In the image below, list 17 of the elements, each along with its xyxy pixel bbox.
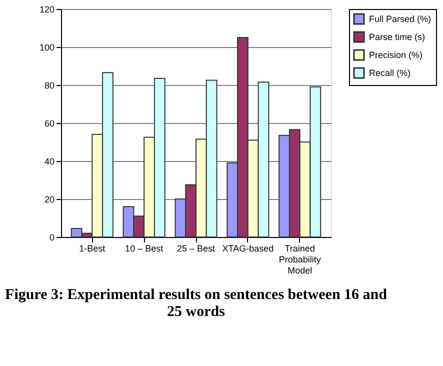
x-tick-label: 25 – Best [176, 244, 216, 254]
y-tick-label: 80 [44, 80, 54, 90]
legend-label: Recall (%) [369, 68, 411, 78]
y-tick-label: 120 [39, 4, 54, 14]
caption: Figure 3: Experimental results on sentences between 16 and 25 words [5, 287, 388, 320]
y-tick-label: 60 [44, 118, 54, 128]
legend-label: Parse time (s) [369, 32, 426, 42]
legend-label: Precision (%) [369, 50, 423, 60]
y-tick-label: 20 [44, 194, 54, 204]
y-tick-label: 40 [44, 156, 54, 166]
y-tick-label: 0 [49, 232, 54, 242]
x-tick-label: XTAG-based [222, 244, 274, 254]
x-tick-label: Trained Probability Model [278, 244, 322, 276]
x-tick-label: 10 – Best [125, 244, 164, 254]
legend-label: Full Parsed (%) [369, 14, 432, 24]
y-tick-label: 100 [39, 42, 54, 52]
x-tick-label: 1-Best [79, 244, 106, 254]
